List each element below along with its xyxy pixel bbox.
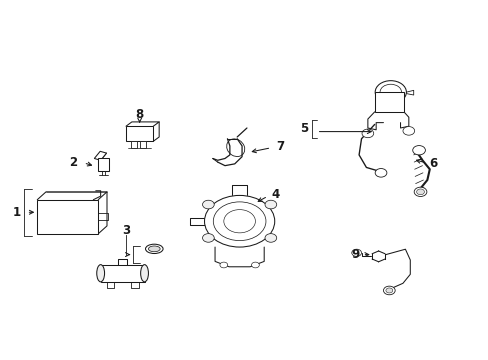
- Text: 8: 8: [135, 108, 143, 121]
- Circle shape: [379, 84, 401, 100]
- Text: 3: 3: [122, 224, 130, 237]
- Text: 5: 5: [299, 122, 307, 135]
- Circle shape: [213, 202, 265, 240]
- Bar: [101, 265, 144, 282]
- Bar: [374, 92, 403, 112]
- Circle shape: [412, 145, 425, 155]
- Circle shape: [202, 200, 214, 209]
- Circle shape: [374, 168, 386, 177]
- Bar: [140, 141, 145, 148]
- Ellipse shape: [97, 265, 104, 282]
- Circle shape: [251, 262, 259, 268]
- Circle shape: [374, 81, 406, 104]
- Text: 6: 6: [428, 157, 437, 170]
- Ellipse shape: [148, 246, 160, 252]
- Ellipse shape: [141, 265, 148, 282]
- Circle shape: [224, 210, 255, 233]
- Circle shape: [264, 234, 276, 242]
- Bar: [131, 141, 137, 148]
- Circle shape: [202, 234, 214, 242]
- Circle shape: [351, 249, 361, 256]
- Circle shape: [383, 286, 394, 295]
- Text: 9: 9: [350, 248, 359, 261]
- Text: 2: 2: [69, 156, 77, 168]
- Circle shape: [204, 195, 274, 247]
- Bar: [98, 158, 109, 171]
- Circle shape: [385, 288, 392, 293]
- Circle shape: [361, 129, 373, 138]
- Circle shape: [416, 189, 424, 195]
- Text: 4: 4: [270, 188, 279, 201]
- Ellipse shape: [145, 244, 163, 253]
- Text: 7: 7: [275, 140, 284, 153]
- Text: 1: 1: [12, 206, 20, 219]
- Circle shape: [402, 127, 414, 135]
- Circle shape: [413, 187, 426, 197]
- Circle shape: [264, 200, 276, 209]
- Polygon shape: [94, 151, 106, 160]
- Bar: [37, 200, 98, 234]
- Bar: [126, 126, 153, 141]
- Circle shape: [220, 262, 227, 268]
